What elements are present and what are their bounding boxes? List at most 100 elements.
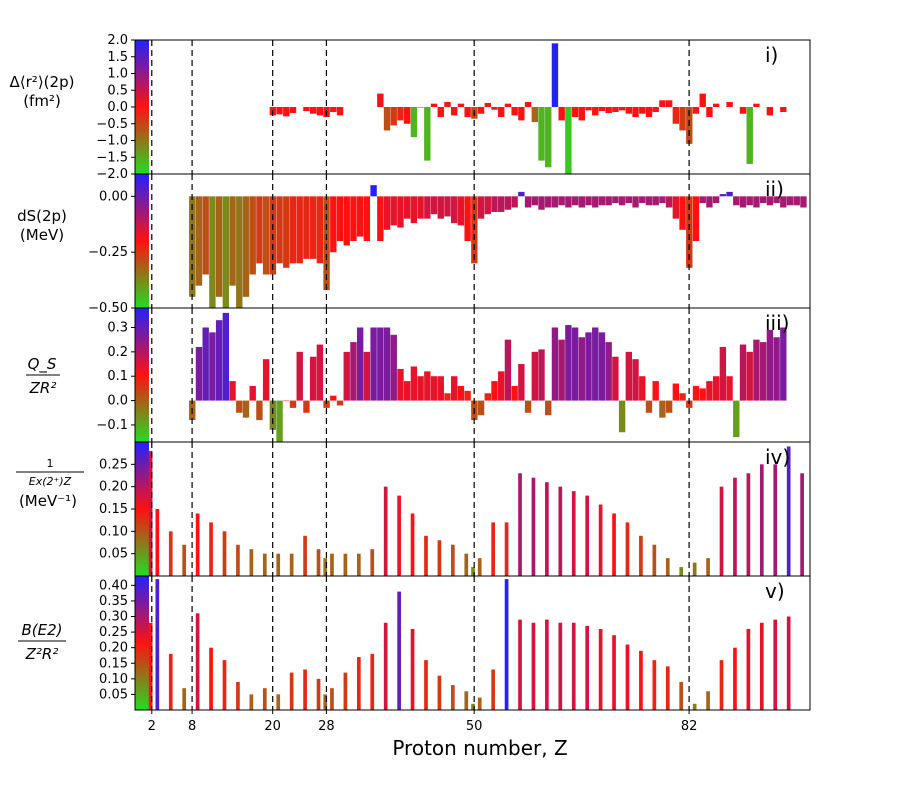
y-axis-label: Ex(2⁺)Z	[29, 475, 72, 488]
bar	[672, 196, 680, 219]
bar	[766, 196, 774, 206]
bar	[706, 558, 710, 576]
bar	[283, 196, 290, 268]
bar	[504, 579, 509, 710]
bar	[491, 196, 498, 212]
bar	[323, 196, 330, 291]
bar	[236, 681, 240, 710]
bar	[444, 393, 451, 401]
bar	[592, 107, 599, 116]
panels: −2.0 −1.5−1.0 −0.5 0.0 0.51.0 1.5 2.0 i) Δ⟨r²⟩(2…	[10, 33, 811, 711]
bar	[746, 107, 753, 164]
y-tick-label: 0.0	[107, 100, 128, 115]
y-tick-label: −1.5	[96, 150, 128, 165]
bar	[430, 376, 438, 401]
bar	[356, 657, 361, 710]
bar	[605, 196, 612, 206]
bar	[437, 540, 442, 576]
bar	[397, 591, 401, 710]
bar	[276, 694, 281, 710]
colorbar-strip	[135, 174, 149, 308]
bar	[504, 522, 509, 576]
bar	[692, 385, 700, 401]
bar	[269, 400, 277, 430]
bar	[659, 100, 666, 107]
bar	[598, 196, 606, 206]
bar	[592, 327, 599, 401]
bar	[746, 351, 753, 401]
bar	[451, 376, 458, 401]
bar	[558, 622, 563, 710]
panel-label: iv)	[765, 445, 790, 469]
bar	[236, 400, 243, 413]
bars-iv	[135, 442, 804, 576]
bar	[598, 107, 606, 112]
bar	[538, 196, 545, 210]
bar	[739, 344, 747, 401]
bar	[464, 553, 469, 576]
bar	[746, 196, 753, 206]
bar	[511, 196, 518, 208]
bar	[289, 672, 294, 710]
bar	[356, 553, 361, 576]
bar	[545, 400, 552, 416]
bar	[464, 390, 471, 401]
bar	[531, 477, 536, 576]
panel-v: 0.050.100.150.200.250.300.350.40 v) B(E2) Z…	[18, 575, 811, 711]
bar	[712, 376, 720, 401]
panel-frame	[134, 575, 811, 711]
bar	[726, 376, 733, 401]
bar	[733, 477, 737, 576]
bar	[511, 385, 518, 401]
bar	[262, 196, 270, 275]
bar	[753, 103, 760, 107]
bar	[377, 327, 384, 401]
bar	[323, 400, 330, 408]
bar	[679, 681, 684, 710]
bar	[316, 549, 321, 576]
bar	[753, 339, 760, 401]
bar	[451, 685, 455, 710]
bar	[618, 400, 626, 433]
bar	[518, 107, 525, 121]
bar	[652, 381, 659, 401]
bar	[182, 544, 187, 576]
bar	[605, 342, 612, 401]
colorbar-strip	[135, 576, 149, 710]
bar	[719, 486, 724, 576]
bar	[585, 196, 592, 206]
bar	[289, 196, 297, 264]
y-tick-label: 0.10	[99, 524, 128, 539]
bar	[719, 346, 727, 401]
bar	[598, 504, 603, 576]
y-tick-label: 0.0	[107, 394, 128, 409]
bar	[652, 107, 659, 113]
bar	[397, 196, 404, 228]
bar	[598, 332, 606, 401]
y-tick-label: −2.0	[96, 167, 128, 182]
x-axis-title: Proton number, Z	[392, 736, 567, 760]
bar	[303, 535, 307, 576]
bar	[330, 107, 337, 113]
y-tick-label: 0.40	[99, 578, 128, 593]
bar	[195, 346, 203, 401]
bar	[276, 107, 283, 115]
y-axis-label: dS(2p)	[17, 207, 67, 225]
bar	[504, 196, 512, 210]
bar	[518, 619, 522, 710]
y-tick-label: 0.1	[107, 369, 128, 384]
bar	[645, 196, 653, 206]
bar	[571, 491, 576, 576]
bar	[303, 400, 310, 413]
bars-i	[135, 40, 787, 174]
bar	[679, 196, 686, 230]
y-axis-label: (MeV)	[20, 226, 64, 244]
bar	[699, 388, 706, 401]
bar	[383, 196, 391, 230]
bar	[437, 675, 442, 710]
bar	[780, 107, 787, 113]
bar	[370, 549, 375, 576]
bar	[457, 196, 465, 226]
bar	[363, 351, 371, 401]
bar	[370, 653, 375, 710]
